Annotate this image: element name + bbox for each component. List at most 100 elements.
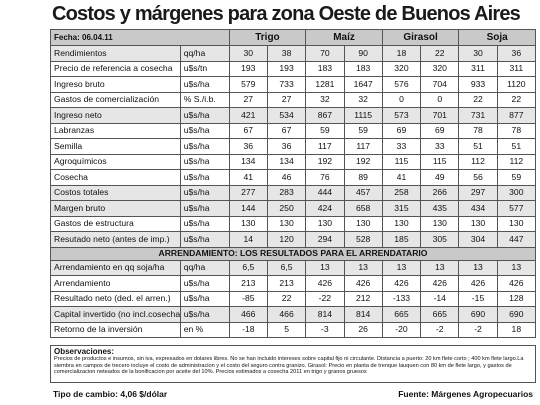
- value-cell: 134: [228, 153, 268, 170]
- value-cell: 658: [343, 200, 383, 217]
- value-cell: 731: [458, 107, 498, 124]
- page-title: Costos y márgenes para zona Oeste de Bue…: [52, 3, 521, 25]
- value-cell: 41: [228, 169, 268, 186]
- table-row: Arrendamiento en qq soja/ha qq/ha 6,5 6,5 13…: [50, 259, 537, 276]
- value-cell: 457: [343, 184, 383, 201]
- value-cell: 434: [458, 200, 498, 217]
- value-cell: 435: [420, 200, 460, 217]
- value-cell: 13: [496, 259, 537, 276]
- row-label: Precio de referencia a cosecha: [50, 60, 181, 77]
- value-cell: 701: [420, 107, 460, 124]
- row-label: Ingreso bruto: [50, 76, 181, 93]
- value-cell: 33: [420, 138, 460, 155]
- value-cell: 69: [381, 122, 422, 139]
- value-cell: 320: [420, 60, 460, 77]
- value-cell: 0: [420, 91, 460, 108]
- value-cell: 466: [266, 306, 307, 323]
- footer: Tipo de cambio: 4,06 $/dólar Fuente: Már…: [50, 387, 536, 401]
- row-unit: u$s/ha: [179, 138, 230, 155]
- table-row: Resutado neto (antes de imp.) u$s/ha 14 120…: [50, 231, 537, 248]
- crop-header-girasol: Girasol: [381, 29, 460, 46]
- value-cell: 294: [305, 231, 345, 248]
- value-cell: 814: [305, 306, 345, 323]
- value-cell: 426: [343, 275, 383, 292]
- value-cell: 814: [343, 306, 383, 323]
- row-unit: qq/ha: [179, 259, 230, 276]
- value-cell: 424: [305, 200, 345, 217]
- row-label: Gastos de estructura: [50, 215, 181, 232]
- value-cell: 0: [381, 91, 422, 108]
- row-unit: u$s/tn: [179, 60, 230, 77]
- table-row: Agroquímicos u$s/ha 134 134 192 192 115 115 112 1…: [50, 153, 537, 170]
- value-cell: 115: [381, 153, 422, 170]
- row-unit: u$s/ha: [179, 275, 230, 292]
- value-cell: 134: [266, 153, 307, 170]
- value-cell: 1115: [343, 107, 383, 124]
- row-unit: u$s/ha: [179, 76, 230, 93]
- value-cell: 444: [305, 184, 345, 201]
- value-cell: 30: [458, 45, 498, 62]
- value-cell: 576: [381, 76, 422, 93]
- value-cell: 18: [496, 321, 537, 338]
- value-cell: 67: [228, 122, 268, 139]
- table-body: Fecha: 06.04.11 Trigo Maíz Girasol Soja …: [50, 29, 537, 338]
- value-cell: 27: [266, 91, 307, 108]
- value-cell: 426: [420, 275, 460, 292]
- value-cell: 258: [381, 184, 422, 201]
- crop-header-maiz: Maíz: [305, 29, 383, 46]
- value-cell: 22: [266, 290, 307, 307]
- value-cell: 33: [381, 138, 422, 155]
- value-cell: 212: [343, 290, 383, 307]
- row-unit: % S./i.b.: [179, 91, 230, 108]
- value-cell: 59: [305, 122, 345, 139]
- value-cell: 933: [458, 76, 498, 93]
- value-cell: 266: [420, 184, 460, 201]
- value-cell: 51: [496, 138, 537, 155]
- table-row: Arrendamiento u$s/ha 213 213 426 426 426 426 426…: [50, 275, 537, 292]
- value-cell: 311: [458, 60, 498, 77]
- table-row: Ingreso neto u$s/ha 421 534 867 1115 573 701 731…: [50, 107, 537, 124]
- table-row: Resultado neto (ded. el arren.) u$s/ha -85…: [50, 290, 537, 307]
- observations-text: Precios de productos e insumos, sin iva,…: [54, 356, 524, 376]
- date-label: Fecha: 06.04.11: [50, 29, 230, 46]
- table-row: Cosecha u$s/ha 41 46 76 89 41 49 56 59: [50, 169, 537, 186]
- value-cell: 38: [266, 45, 307, 62]
- row-label: Semilla: [50, 138, 181, 155]
- value-cell: 13: [420, 259, 460, 276]
- value-cell: 421: [228, 107, 268, 124]
- value-cell: 315: [381, 200, 422, 217]
- value-cell: 192: [305, 153, 345, 170]
- value-cell: 183: [343, 60, 383, 77]
- value-cell: 1281: [305, 76, 345, 93]
- row-label: Gastos de comercialización: [50, 91, 181, 108]
- value-cell: 128: [496, 290, 537, 307]
- table-row: Labranzas u$s/ha 67 67 59 59 69 69 78 78: [50, 122, 537, 139]
- value-cell: 13: [305, 259, 345, 276]
- value-cell: 36: [496, 45, 537, 62]
- value-cell: 13: [343, 259, 383, 276]
- row-label: Ingreso neto: [50, 107, 181, 124]
- table-row: Capital invertido (no incl.cosecha) u$s/h…: [50, 306, 537, 323]
- value-cell: 297: [458, 184, 498, 201]
- value-cell: 13: [381, 259, 422, 276]
- value-cell: 5: [266, 321, 307, 338]
- value-cell: 690: [458, 306, 498, 323]
- table-header-row: Fecha: 06.04.11 Trigo Maíz Girasol Soja: [50, 29, 536, 46]
- value-cell: 690: [496, 306, 537, 323]
- value-cell: 120: [266, 231, 307, 248]
- value-cell: 89: [343, 169, 383, 186]
- value-cell: 115: [420, 153, 460, 170]
- value-cell: 579: [228, 76, 268, 93]
- value-cell: 250: [266, 200, 307, 217]
- value-cell: -14: [420, 290, 460, 307]
- value-cell: 130: [458, 215, 498, 232]
- value-cell: 193: [266, 60, 307, 77]
- value-cell: 26: [343, 321, 383, 338]
- value-cell: 49: [420, 169, 460, 186]
- value-cell: 320: [381, 60, 422, 77]
- row-label: Margen bruto: [50, 200, 181, 217]
- value-cell: 30: [228, 45, 268, 62]
- table-row: Retorno de la inversión en % -18 5 -3 26 -20 -2…: [50, 321, 537, 338]
- value-cell: 69: [420, 122, 460, 139]
